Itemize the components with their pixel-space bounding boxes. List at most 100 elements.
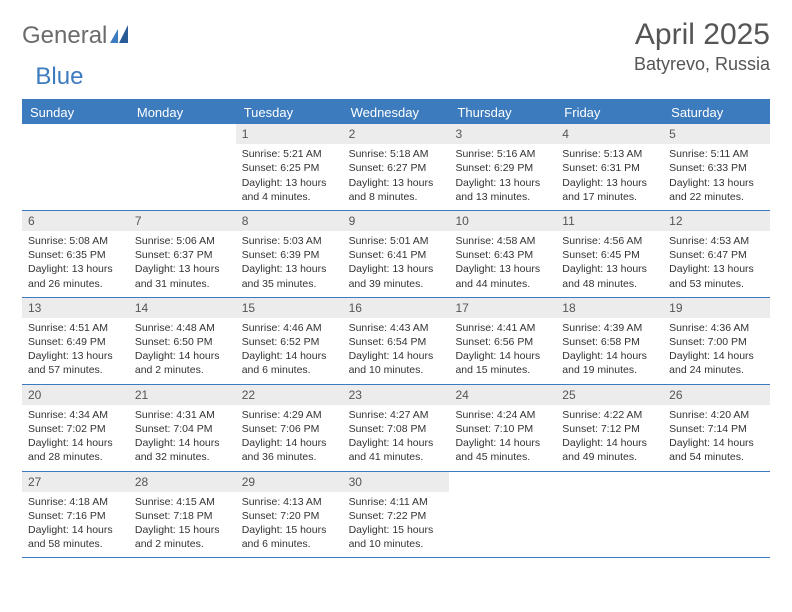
sunrise-text: Sunrise: 4:22 AM	[562, 408, 657, 422]
sunrise-text: Sunrise: 4:29 AM	[242, 408, 337, 422]
day-cell: 17Sunrise: 4:41 AMSunset: 6:56 PMDayligh…	[449, 298, 556, 384]
sunset-text: Sunset: 7:16 PM	[28, 509, 123, 523]
day-number: 15	[236, 298, 343, 318]
day-cell	[556, 472, 663, 558]
daylight-text: Daylight: 13 hours and 48 minutes.	[562, 262, 657, 290]
sunrise-text: Sunrise: 4:31 AM	[135, 408, 230, 422]
day-cell	[129, 124, 236, 210]
day-number: 28	[129, 472, 236, 492]
sunset-text: Sunset: 7:08 PM	[349, 422, 444, 436]
daylight-text: Daylight: 14 hours and 41 minutes.	[349, 436, 444, 464]
sunrise-text: Sunrise: 5:06 AM	[135, 234, 230, 248]
day-number: 5	[663, 124, 770, 144]
sunset-text: Sunset: 6:25 PM	[242, 161, 337, 175]
sunrise-text: Sunrise: 5:11 AM	[669, 147, 764, 161]
day-cell: 20Sunrise: 4:34 AMSunset: 7:02 PMDayligh…	[22, 385, 129, 471]
daylight-text: Daylight: 13 hours and 8 minutes.	[349, 176, 444, 204]
day-cell: 24Sunrise: 4:24 AMSunset: 7:10 PMDayligh…	[449, 385, 556, 471]
day-body: Sunrise: 4:27 AMSunset: 7:08 PMDaylight:…	[343, 405, 450, 471]
day-number: 16	[343, 298, 450, 318]
day-header-row: Sunday Monday Tuesday Wednesday Thursday…	[22, 101, 770, 124]
daylight-text: Daylight: 13 hours and 31 minutes.	[135, 262, 230, 290]
day-body: Sunrise: 4:18 AMSunset: 7:16 PMDaylight:…	[22, 492, 129, 558]
day-cell: 14Sunrise: 4:48 AMSunset: 6:50 PMDayligh…	[129, 298, 236, 384]
day-number: 27	[22, 472, 129, 492]
day-body: Sunrise: 4:13 AMSunset: 7:20 PMDaylight:…	[236, 492, 343, 558]
day-number: 12	[663, 211, 770, 231]
day-body: Sunrise: 5:18 AMSunset: 6:27 PMDaylight:…	[343, 144, 450, 210]
sunrise-text: Sunrise: 4:20 AM	[669, 408, 764, 422]
day-body: Sunrise: 5:06 AMSunset: 6:37 PMDaylight:…	[129, 231, 236, 297]
day-number: 4	[556, 124, 663, 144]
daylight-text: Daylight: 13 hours and 13 minutes.	[455, 176, 550, 204]
week-row: 1Sunrise: 5:21 AMSunset: 6:25 PMDaylight…	[22, 124, 770, 211]
day-number: 26	[663, 385, 770, 405]
day-number: 9	[343, 211, 450, 231]
sunrise-text: Sunrise: 4:27 AM	[349, 408, 444, 422]
day-body: Sunrise: 4:56 AMSunset: 6:45 PMDaylight:…	[556, 231, 663, 297]
sunset-text: Sunset: 6:33 PM	[669, 161, 764, 175]
sunrise-text: Sunrise: 4:39 AM	[562, 321, 657, 335]
logo-icon	[110, 22, 132, 50]
day-body: Sunrise: 4:39 AMSunset: 6:58 PMDaylight:…	[556, 318, 663, 384]
daylight-text: Daylight: 14 hours and 45 minutes.	[455, 436, 550, 464]
day-cell: 7Sunrise: 5:06 AMSunset: 6:37 PMDaylight…	[129, 211, 236, 297]
day-number: 1	[236, 124, 343, 144]
day-body: Sunrise: 4:36 AMSunset: 7:00 PMDaylight:…	[663, 318, 770, 384]
day-cell: 16Sunrise: 4:43 AMSunset: 6:54 PMDayligh…	[343, 298, 450, 384]
daylight-text: Daylight: 14 hours and 58 minutes.	[28, 523, 123, 551]
day-cell: 30Sunrise: 4:11 AMSunset: 7:22 PMDayligh…	[343, 472, 450, 558]
sunrise-text: Sunrise: 5:21 AM	[242, 147, 337, 161]
day-body: Sunrise: 4:53 AMSunset: 6:47 PMDaylight:…	[663, 231, 770, 297]
sunrise-text: Sunrise: 5:08 AM	[28, 234, 123, 248]
day-cell: 13Sunrise: 4:51 AMSunset: 6:49 PMDayligh…	[22, 298, 129, 384]
day-cell: 3Sunrise: 5:16 AMSunset: 6:29 PMDaylight…	[449, 124, 556, 210]
daylight-text: Daylight: 14 hours and 15 minutes.	[455, 349, 550, 377]
sunrise-text: Sunrise: 4:24 AM	[455, 408, 550, 422]
daylight-text: Daylight: 15 hours and 10 minutes.	[349, 523, 444, 551]
daylight-text: Daylight: 15 hours and 6 minutes.	[242, 523, 337, 551]
sunrise-text: Sunrise: 4:11 AM	[349, 495, 444, 509]
sunrise-text: Sunrise: 5:18 AM	[349, 147, 444, 161]
sunrise-text: Sunrise: 4:56 AM	[562, 234, 657, 248]
day-cell: 21Sunrise: 4:31 AMSunset: 7:04 PMDayligh…	[129, 385, 236, 471]
day-body: Sunrise: 4:11 AMSunset: 7:22 PMDaylight:…	[343, 492, 450, 558]
daylight-text: Daylight: 13 hours and 35 minutes.	[242, 262, 337, 290]
day-cell: 18Sunrise: 4:39 AMSunset: 6:58 PMDayligh…	[556, 298, 663, 384]
day-body: Sunrise: 5:01 AMSunset: 6:41 PMDaylight:…	[343, 231, 450, 297]
daylight-text: Daylight: 14 hours and 10 minutes.	[349, 349, 444, 377]
daylight-text: Daylight: 14 hours and 54 minutes.	[669, 436, 764, 464]
daylight-text: Daylight: 13 hours and 4 minutes.	[242, 176, 337, 204]
sunrise-text: Sunrise: 4:43 AM	[349, 321, 444, 335]
sunset-text: Sunset: 7:22 PM	[349, 509, 444, 523]
sunrise-text: Sunrise: 4:41 AM	[455, 321, 550, 335]
day-number: 11	[556, 211, 663, 231]
sunrise-text: Sunrise: 4:18 AM	[28, 495, 123, 509]
day-number: 8	[236, 211, 343, 231]
daylight-text: Daylight: 14 hours and 19 minutes.	[562, 349, 657, 377]
title-block: April 2025 Batyrevo, Russia	[634, 18, 770, 75]
day-body: Sunrise: 4:31 AMSunset: 7:04 PMDaylight:…	[129, 405, 236, 471]
sunrise-text: Sunrise: 4:36 AM	[669, 321, 764, 335]
sunset-text: Sunset: 6:37 PM	[135, 248, 230, 262]
sunset-text: Sunset: 6:43 PM	[455, 248, 550, 262]
day-body: Sunrise: 4:41 AMSunset: 6:56 PMDaylight:…	[449, 318, 556, 384]
day-body: Sunrise: 4:15 AMSunset: 7:18 PMDaylight:…	[129, 492, 236, 558]
sunset-text: Sunset: 7:02 PM	[28, 422, 123, 436]
week-row: 27Sunrise: 4:18 AMSunset: 7:16 PMDayligh…	[22, 472, 770, 559]
day-cell: 29Sunrise: 4:13 AMSunset: 7:20 PMDayligh…	[236, 472, 343, 558]
day-body: Sunrise: 4:34 AMSunset: 7:02 PMDaylight:…	[22, 405, 129, 471]
sunrise-text: Sunrise: 4:58 AM	[455, 234, 550, 248]
month-title: April 2025	[634, 18, 770, 52]
day-number: 3	[449, 124, 556, 144]
sunset-text: Sunset: 7:10 PM	[455, 422, 550, 436]
sunset-text: Sunset: 6:49 PM	[28, 335, 123, 349]
sunset-text: Sunset: 7:00 PM	[669, 335, 764, 349]
sunrise-text: Sunrise: 4:51 AM	[28, 321, 123, 335]
sunrise-text: Sunrise: 5:03 AM	[242, 234, 337, 248]
day-body: Sunrise: 4:43 AMSunset: 6:54 PMDaylight:…	[343, 318, 450, 384]
day-body: Sunrise: 4:22 AMSunset: 7:12 PMDaylight:…	[556, 405, 663, 471]
logo-text-2: Blue	[35, 63, 83, 91]
day-body: Sunrise: 4:46 AMSunset: 6:52 PMDaylight:…	[236, 318, 343, 384]
day-header: Saturday	[663, 101, 770, 124]
